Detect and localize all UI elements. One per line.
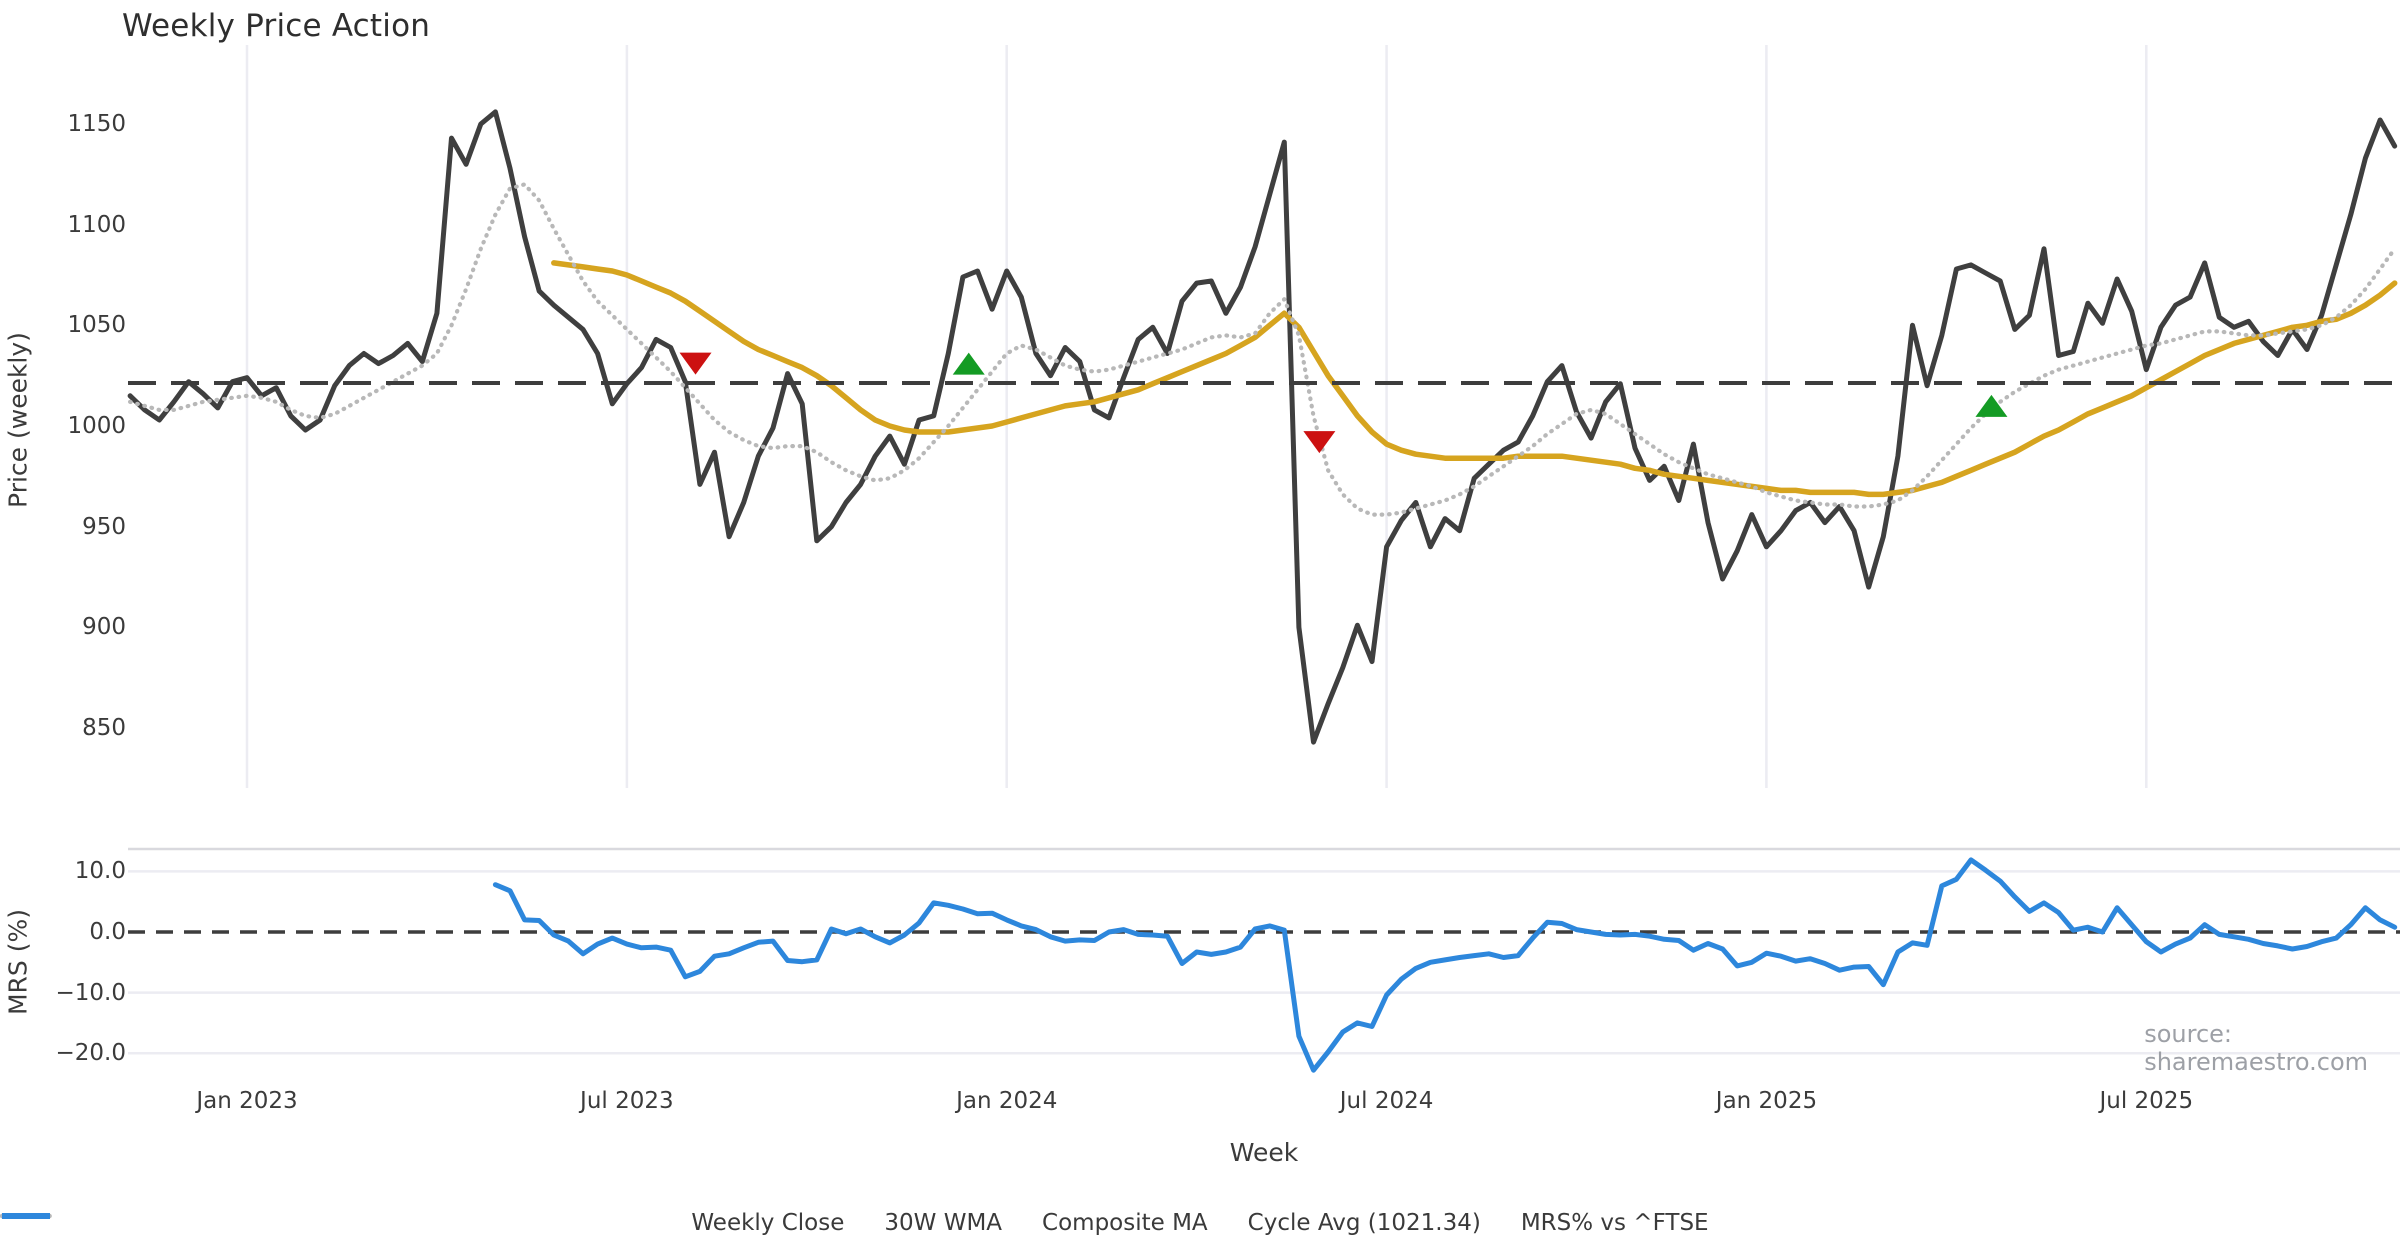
legend-item-label: Composite MA: [1042, 1210, 1208, 1236]
source-note: source: sharemaestro.com: [2144, 1020, 2368, 1076]
buy-signal-marker: [1975, 394, 2008, 417]
price-tick-label: 1050: [67, 312, 126, 339]
mrs-tick-label: 10.0: [74, 858, 126, 885]
chart-title: Weekly Price Action: [122, 8, 431, 44]
price-tick-label: 1100: [67, 211, 126, 238]
legend-item: Weekly Close: [2, 1210, 845, 1236]
legend: Weekly Close 30W WMA Composite MA Cycle Avg…: [0, 1210, 2400, 1236]
legend-solid-swatch-icon: [2, 1213, 50, 1219]
mrs-line: [492, 857, 2398, 1073]
x-tick-label: Jul 2023: [580, 1088, 674, 1114]
mrs-tick-label: −20.0: [55, 1040, 126, 1067]
legend-item: MRS% vs ^FTSE: [2, 1210, 1709, 1236]
mrs-tick-label: −10.0: [55, 979, 126, 1006]
wma-line: [551, 260, 2398, 498]
composite-ma-line: [128, 182, 2397, 517]
mrs-tick-label: 0.0: [89, 919, 126, 945]
x-tick-label: Jul 2024: [1339, 1088, 1434, 1114]
weekly-close-line: [127, 109, 2398, 745]
price-tick-label: 950: [82, 513, 126, 540]
x-tick-label: Jan 2024: [956, 1088, 1058, 1114]
sell-signal-marker: [679, 352, 712, 375]
price-tick-label: 900: [82, 614, 126, 641]
legend-item: 30W WMA: [2, 1210, 1003, 1236]
x-tick-label: Jul 2025: [2099, 1088, 2194, 1114]
legend-item: Composite MA: [0, 1210, 1208, 1236]
legend-item-label: Cycle Avg (1021.34): [1247, 1210, 1481, 1236]
legend-item: Cycle Avg (1021.34): [2, 1210, 1481, 1236]
price-tick-label: 1000: [67, 412, 126, 439]
price-tick-label: 1150: [67, 111, 126, 137]
buy-signal-marker: [952, 352, 985, 375]
x-tick-label: Jan 2023: [196, 1088, 298, 1114]
price-tick-label: 850: [82, 714, 126, 741]
sell-signal-marker: [1303, 431, 1336, 454]
x-axis-label: Week: [1229, 1138, 1299, 1167]
legend-item-label: Weekly Close: [691, 1210, 845, 1236]
legend-item-label: 30W WMA: [884, 1210, 1003, 1236]
x-tick-label: Jan 2025: [1715, 1088, 1818, 1114]
legend-item-label: MRS% vs ^FTSE: [1520, 1210, 1709, 1236]
